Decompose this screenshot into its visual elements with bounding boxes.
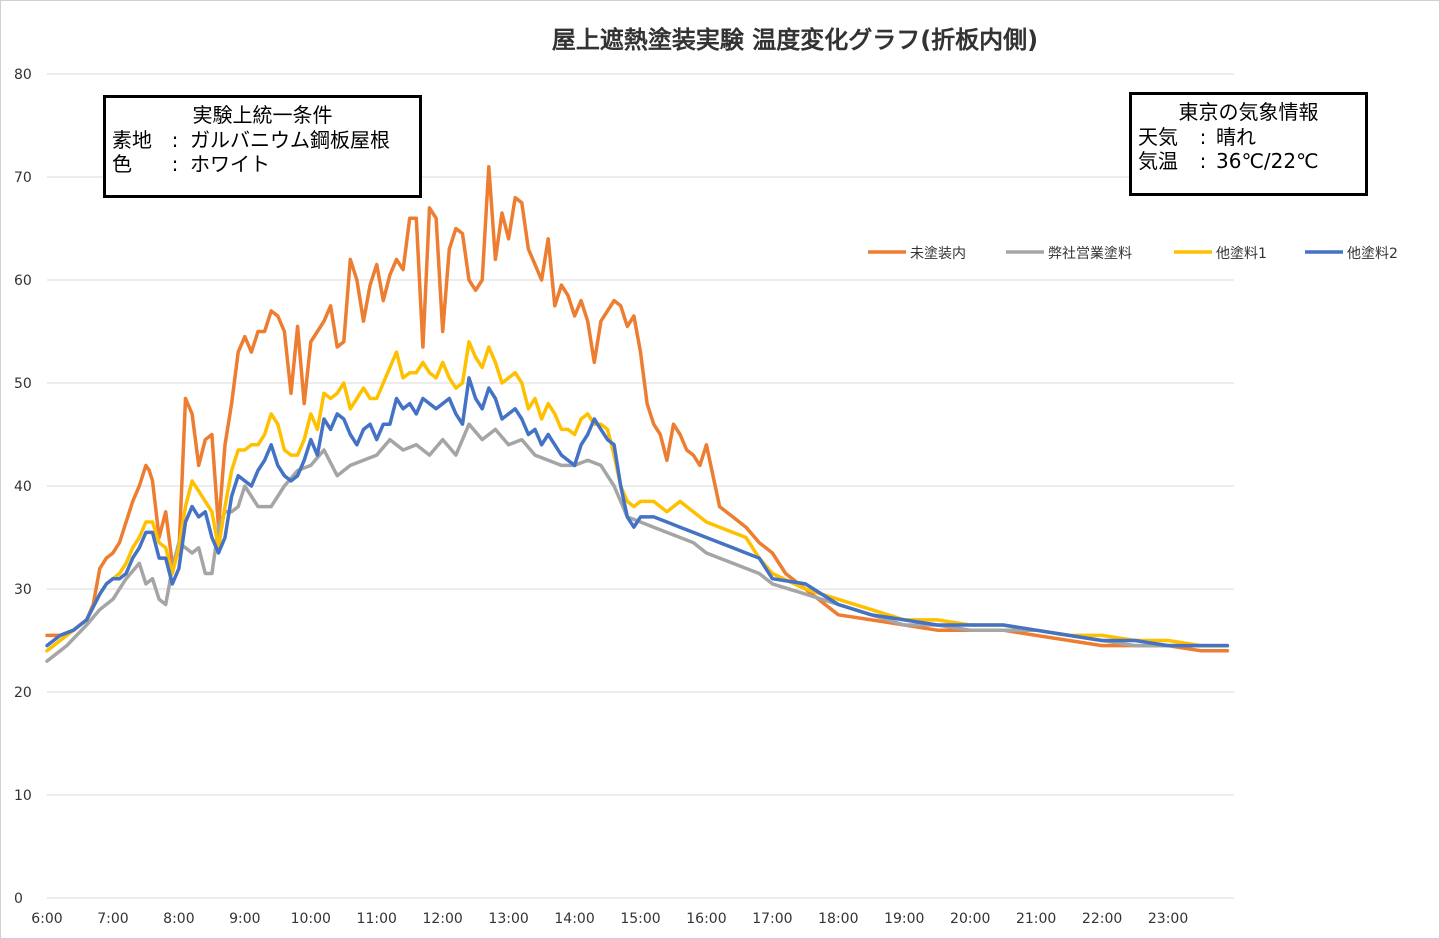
x-tick-label: 8:00 — [163, 911, 194, 927]
weather-row: 気温 : 36℃/22℃ — [1138, 149, 1359, 173]
x-tick-label: 23:00 — [1148, 911, 1188, 927]
x-tick-label: 7:00 — [97, 911, 128, 927]
x-tick-label: 13:00 — [488, 911, 528, 927]
series-lines — [45, 164, 1230, 663]
x-tick-label: 18:00 — [818, 911, 858, 927]
y-tick-label: 0 — [14, 891, 23, 907]
conditions-row: 色 : ホワイト — [112, 152, 413, 176]
conditions-box: 実験上統一条件 素地 : ガルバニウム鋼板屋根 色 : ホワイト — [103, 95, 422, 198]
weather-sep: : — [1199, 149, 1207, 173]
chart-title: 屋上遮熱塗装実験 温度変化グラフ(折板内側) — [552, 26, 1038, 54]
y-tick-label: 20 — [14, 685, 32, 701]
series-line — [45, 340, 1230, 653]
weather-header: 東京の気象情報 — [1178, 100, 1319, 124]
conditions-sep: : — [171, 152, 179, 176]
y-tick-label: 80 — [14, 67, 32, 83]
series-line — [45, 164, 1230, 653]
grid-lines — [47, 73, 1234, 899]
x-tick-label: 17:00 — [752, 911, 792, 927]
x-tick-label: 14:00 — [554, 911, 594, 927]
x-tick-label: 9:00 — [229, 911, 260, 927]
x-tick-label: 21:00 — [1016, 911, 1056, 927]
conditions-key: 色 — [112, 152, 132, 176]
x-tick-label: 20:00 — [950, 911, 990, 927]
y-tick-label: 40 — [14, 479, 32, 495]
x-tick-label: 12:00 — [422, 911, 462, 927]
x-tick-label: 6:00 — [31, 911, 62, 927]
weather-sep: : — [1199, 125, 1207, 149]
y-axis: 0 10 20 30 40 50 60 70 80 — [14, 67, 32, 907]
conditions-value: ホワイト — [190, 152, 270, 176]
x-tick-label: 16:00 — [686, 911, 726, 927]
weather-value: 晴れ — [1216, 125, 1256, 149]
x-tick-label: 11:00 — [357, 911, 397, 927]
weather-row: 天気 : 晴れ — [1138, 125, 1359, 149]
y-tick-label: 60 — [14, 273, 32, 289]
legend: 未塗装内 弊社営業塗料 他塗料1 他塗料2 — [868, 245, 1398, 262]
y-tick-label: 10 — [14, 788, 32, 804]
legend-label: 他塗料1 — [1216, 245, 1267, 262]
legend-label: 未塗装内 — [910, 245, 966, 262]
weather-value: 36℃/22℃ — [1216, 149, 1319, 173]
weather-key: 気温 — [1138, 149, 1178, 173]
series-line — [45, 376, 1230, 648]
y-tick-label: 50 — [14, 376, 32, 392]
x-tick-label: 10:00 — [291, 911, 331, 927]
legend-label: 他塗料2 — [1347, 245, 1398, 262]
legend-label: 弊社営業塗料 — [1048, 245, 1132, 262]
conditions-sep: : — [171, 128, 179, 152]
conditions-row: 素地 : ガルバニウム鋼板屋根 — [112, 128, 413, 152]
conditions-key: 素地 — [112, 128, 152, 152]
conditions-value: ガルバニウム鋼板屋根 — [190, 128, 390, 152]
y-tick-label: 30 — [14, 582, 32, 598]
x-axis: 6:00 7:00 8:00 9:00 10:00 11:00 12:00 13:00 14:0… — [31, 911, 1188, 927]
x-tick-label: 22:00 — [1082, 911, 1122, 927]
conditions-header: 実験上統一条件 — [192, 103, 333, 127]
x-tick-label: 19:00 — [884, 911, 924, 927]
x-tick-label: 15:00 — [620, 911, 660, 927]
weather-box: 東京の気象情報 天気 : 晴れ 気温 : 36℃/22℃ — [1129, 92, 1368, 196]
weather-key: 天気 — [1138, 125, 1178, 149]
y-tick-label: 70 — [14, 170, 32, 186]
